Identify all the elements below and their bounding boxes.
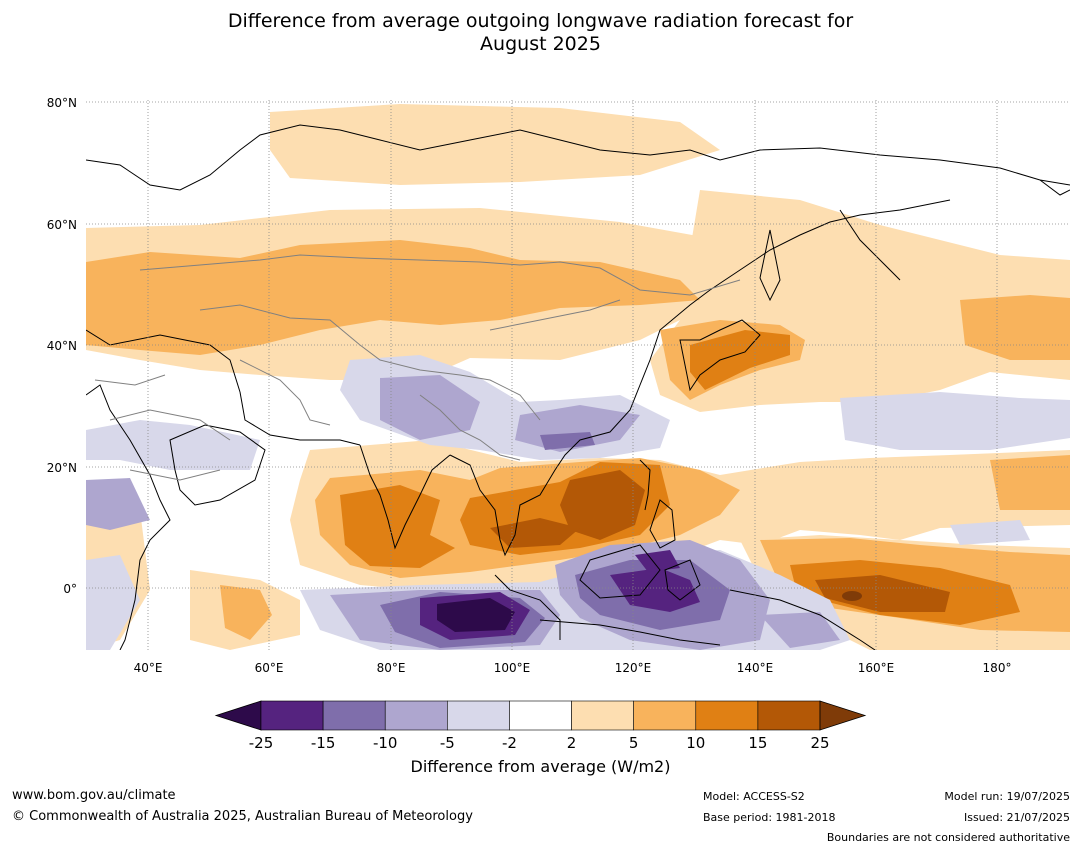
colorbar-tick-label: 10 [686,734,705,752]
lon-labels: 40°E 60°E 80°E 100°E 120°E 140°E 160°E 1… [134,661,1012,675]
colorbar-label: Difference from average (W/m2) [410,757,671,776]
colorbar-tick-label: -15 [311,734,336,752]
lon-label-60e: 60°E [255,661,284,675]
colorbar-tick-label: 2 [567,734,577,752]
colorbar-swatch [509,700,572,731]
issued-date: Issued: 21/07/2025 [963,811,1070,824]
lon-label-180: 180° [983,661,1012,675]
colorbar-tick-label: -2 [502,734,517,752]
colorbar-tick-label: -5 [440,734,455,752]
title-line-1: Difference from average outgoing longwav… [227,10,854,32]
gridlines [86,100,1070,650]
country-boundaries [94,254,741,481]
colorbar-swatch [322,700,386,731]
colorbar-swatch [260,700,324,731]
coastlines [86,124,1070,650]
lon-label-120e: 120°E [615,661,652,675]
website-link[interactable]: www.bom.gov.au/climate [12,788,176,803]
boundaries-disclaimer: Boundaries are not considered authoritat… [826,831,1070,844]
chart-title: Difference from average outgoing longwav… [0,10,1081,56]
model-name: Model: ACCESS-S2 [703,790,805,803]
colorbar-swatch [633,700,697,731]
lon-label-40e: 40°E [134,661,163,675]
colorbar-tick-label: -25 [249,734,274,752]
lat-label-0: 0° [63,582,77,596]
colorbar [214,700,867,731]
lat-label-80n: 80°N [47,96,77,110]
colorbar-tick-label: 5 [629,734,639,752]
colorbar-swatch [571,700,634,731]
lat-label-60n: 60°N [47,218,77,232]
map-field [86,100,1070,650]
colorbar-extend-low [214,700,262,731]
anomaly-darkest-purple [437,598,515,632]
colorbar-tick-label: 15 [748,734,767,752]
colorbar-tick-label: -10 [373,734,398,752]
anomaly-deep-orange [360,364,950,612]
colorbar-swatch [447,700,510,731]
colorbar-swatch [695,700,759,731]
base-period: Base period: 1981-2018 [703,811,836,824]
colorbar-ticks: -25 -15 -10 -5 -2 2 5 10 15 25 [249,734,830,752]
lon-label-80e: 80°E [377,661,406,675]
colorbar-swatch [757,700,821,731]
lat-label-20n: 20°N [47,461,77,475]
colorbar-extend-high [819,700,867,731]
lat-label-40n: 40°N [47,339,77,353]
lat-labels: 80°N 60°N 40°N 20°N 0° [47,96,77,596]
colorbar-tick-label: 25 [810,734,829,752]
copyright: © Commonwealth of Australia 2025, Austra… [12,809,473,824]
lon-label-100e: 100°E [494,661,531,675]
colorbar-swatch [384,700,448,731]
model-run: Model run: 19/07/2025 [944,790,1070,803]
lon-label-160e: 160°E [858,661,895,675]
lon-label-140e: 140°E [737,661,774,675]
title-line-2: August 2025 [480,33,601,55]
